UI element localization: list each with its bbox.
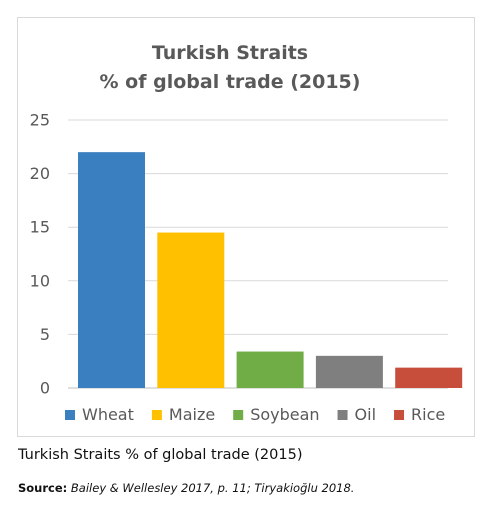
chart-title-line-1: Turkish Straits xyxy=(152,42,308,64)
legend-swatch-wheat xyxy=(65,410,75,420)
bar-maize xyxy=(157,232,225,388)
bar-chart: Turkish Straits % of global trade (2015) 0… xyxy=(30,42,463,424)
y-tick-label-25: 25 xyxy=(30,111,50,130)
bar-soybean xyxy=(236,351,304,388)
legend-label-maize: Maize xyxy=(169,405,215,424)
bar-oil xyxy=(315,355,383,388)
legend-label-oil: Oil xyxy=(355,405,376,424)
y-tick-label-0: 0 xyxy=(40,379,50,398)
bar-rice xyxy=(395,367,463,388)
chart-frame: Turkish Straits % of global trade (2015) 0… xyxy=(17,17,475,437)
source-label: Source: xyxy=(18,481,68,495)
legend-swatch-oil xyxy=(337,410,348,420)
legend-label-wheat: Wheat xyxy=(82,405,134,424)
legend-swatch-soybean xyxy=(233,410,244,420)
legend-swatch-maize xyxy=(151,410,162,420)
y-tick-label-15: 15 xyxy=(30,218,50,237)
y-tick-label-20: 20 xyxy=(30,164,50,183)
y-tick-label-10: 10 xyxy=(30,271,50,290)
chart-title-line-2: % of global trade (2015) xyxy=(100,71,361,93)
legend-swatch-rice xyxy=(394,410,405,420)
bar-wheat xyxy=(78,152,145,388)
figure-source: Source: Bailey & Wellesley 2017, p. 11; … xyxy=(18,481,354,495)
legend-label-rice: Rice xyxy=(411,405,445,424)
y-tick-label-5: 5 xyxy=(40,325,50,344)
source-text: Bailey & Wellesley 2017, p. 11; Tiryakio… xyxy=(70,481,355,495)
figure-caption: Turkish Straits % of global trade (2015) xyxy=(18,447,303,463)
legend-label-soybean: Soybean xyxy=(250,405,319,424)
